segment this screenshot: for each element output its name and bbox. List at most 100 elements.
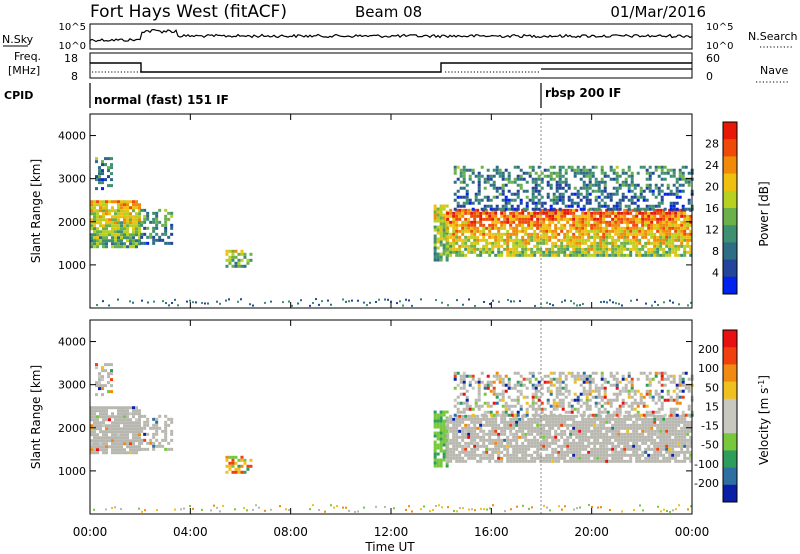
velocity-cell [436,422,440,426]
power-cell [551,214,555,218]
power-cell [479,238,483,242]
velocity-cell [539,444,543,448]
power-cell [90,203,93,207]
velocity-cell [516,410,520,414]
velocity-cell [689,423,693,427]
velocity-cell [95,381,99,385]
power-cell [527,226,531,230]
velocity-cell [560,432,564,436]
velocity-cell [671,441,675,445]
power-cell [602,253,606,257]
velocity-cell [593,456,597,460]
velocity-cell [653,441,657,445]
velocity-cell [105,448,108,452]
power-cell [93,230,96,234]
velocity-cell [129,439,132,443]
power-cell [111,200,114,204]
power-cell [617,247,621,251]
velocity-cell [519,404,523,408]
power-cell [433,243,437,247]
velocity-cell [581,423,585,427]
power-cell [90,245,93,249]
power-cell [545,226,549,230]
power-cell [138,233,141,237]
velocity-cell [461,450,465,454]
velocity-cell [474,401,478,405]
velocity-cell [461,456,465,460]
power-cell [545,229,549,233]
power-cell [509,232,513,236]
power-speckle [264,301,266,304]
power-cell [558,192,562,196]
velocity-cell [126,418,129,422]
power-cell [644,253,648,257]
velocity-cell [581,444,585,448]
velocity-cell [446,426,450,430]
power-cell [653,211,657,215]
velocity-cell [629,459,633,463]
velocity-cell [123,433,126,437]
velocity-cell [433,416,437,420]
power-cell [146,217,150,221]
power-cell [659,211,663,215]
power-speckle [312,302,314,305]
power-cell [495,168,499,172]
power-cell [602,250,606,254]
velocity-cell [536,441,540,445]
velocity-cell [140,429,144,433]
power-cell [671,217,675,221]
velocity-cell [566,417,570,421]
power-cell [461,241,465,245]
velocity-cell [605,420,609,424]
power-cell [588,192,592,196]
power-cell [465,201,469,205]
power-cell [566,235,570,239]
power-cell [555,201,559,205]
power-cell [515,250,519,254]
power-cell [135,203,138,207]
velocity-cell [566,447,570,451]
power-cell [645,198,649,202]
velocity-cell [632,447,636,451]
power-cell [644,211,648,215]
power-cell [587,214,591,218]
velocity-cell [659,450,663,454]
power-cell [627,165,631,169]
velocity-cell [449,456,453,460]
power-cell [581,214,585,218]
power-cell [563,250,567,254]
velocity-cell [677,459,681,463]
power-cell [602,232,606,236]
power-cell [439,219,443,223]
power-cell [557,250,561,254]
power-cell [525,207,529,211]
power-cell [433,249,437,253]
power-cell [477,183,481,187]
power-cell [464,247,468,251]
velocity-cell [522,383,526,387]
power-cell [554,232,558,236]
velocity-cell [485,417,489,421]
power-cell [572,211,576,215]
velocity-cell [635,450,639,454]
velocity-cell [99,436,102,440]
velocity-cell [554,423,558,427]
velocity-cell [488,432,492,436]
power-cell [548,235,552,239]
power-cell [515,211,519,215]
velocity-cell [575,426,579,430]
power-cell [500,232,504,236]
velocity-cell [138,424,141,428]
power-cell [536,232,540,236]
velocity-cell [552,383,556,387]
velocity-cell [689,450,693,454]
power-cell [578,244,582,248]
power-cell [117,236,120,240]
power-cell [482,211,486,215]
power-cell [603,183,607,187]
velocity-speckle [201,508,203,511]
power-cell [500,226,504,230]
power-cell [93,203,96,207]
velocity-cell [644,435,648,439]
power-cell [521,214,525,218]
